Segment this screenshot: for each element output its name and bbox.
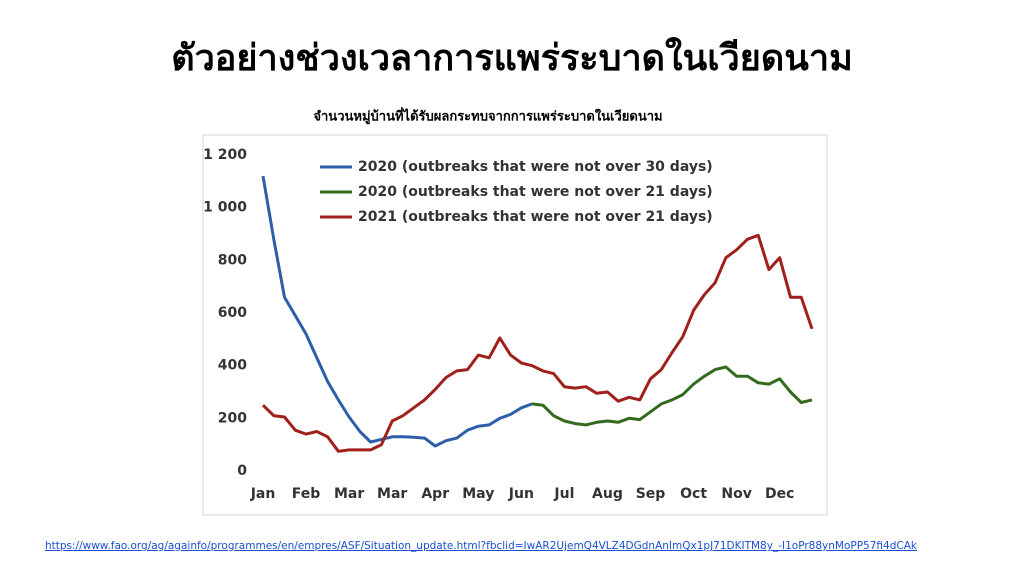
line-series xyxy=(531,365,813,427)
x-tick-label: Mar xyxy=(377,486,407,502)
x-tick-label: Apr xyxy=(421,486,449,502)
y-tick-label: 1 200 xyxy=(203,147,247,163)
x-tick-label: Mar xyxy=(334,486,364,502)
slide-title: ตัวอย่างช่วงเวลาการแพร่ระบาดในเวียดนาม xyxy=(171,36,853,79)
x-tick-label: Nov xyxy=(721,486,751,502)
legend-label: 2020 (outbreaks that were not over 30 da… xyxy=(358,159,713,175)
x-tick-label: Sep xyxy=(636,486,666,502)
y-tick-label: 800 xyxy=(218,252,247,268)
x-tick-label: Oct xyxy=(680,486,707,502)
x-tick-label: Jan xyxy=(250,486,276,502)
x-tick-label: Aug xyxy=(592,486,623,502)
y-tick-label: 200 xyxy=(218,410,247,426)
y-tick-label: 0 xyxy=(237,463,247,479)
x-tick-label: Feb xyxy=(292,486,321,502)
x-tick-label: Jul xyxy=(553,486,574,502)
y-tick-label: 600 xyxy=(218,305,247,321)
chart-frame xyxy=(202,134,828,516)
x-tick-label: May xyxy=(462,486,494,502)
y-tick-label: 1 000 xyxy=(203,200,247,216)
chart-title: จำนวนหมู่บ้านที่ได้รับผลกระทบจากการแพร่ร… xyxy=(313,107,662,125)
line-series xyxy=(261,175,533,448)
line-series xyxy=(261,233,814,453)
legend-label: 2020 (outbreaks that were not over 21 da… xyxy=(358,184,713,200)
source-link[interactable]: https://www.fao.org/ag/againfo/programme… xyxy=(45,540,917,552)
x-tick-label: Jun xyxy=(508,486,534,502)
x-tick-label: Dec xyxy=(765,486,794,502)
y-tick-label: 400 xyxy=(218,358,247,374)
legend-label: 2021 (outbreaks that were not over 21 da… xyxy=(358,209,713,225)
